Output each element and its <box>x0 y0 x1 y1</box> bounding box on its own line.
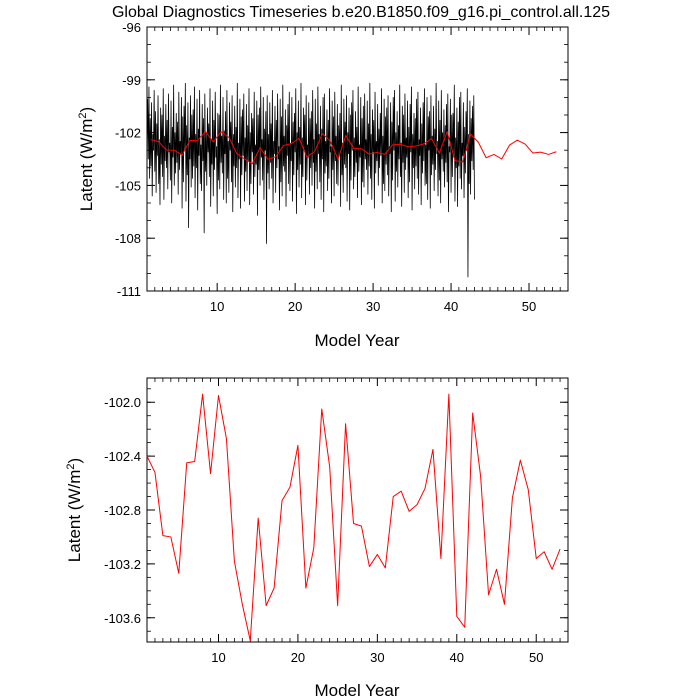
top-y-axis-title: Latent (W/m2) <box>77 107 96 211</box>
bottom-y-axis-title: Latent (W/m2) <box>65 458 84 562</box>
bottom-y-axis-title-base: Latent (W/m <box>65 470 84 563</box>
bottom-series-annual-mean <box>146 393 561 642</box>
top-y-tick-label: -111 <box>117 284 141 299</box>
top-x-tick-label: 50 <box>522 299 536 314</box>
top-x-axis-title: Model Year <box>314 331 399 350</box>
top-panel: 10 20 30 40 50 -96 -99 -102 -105 -108 -111 Model … <box>77 20 569 350</box>
bottom-y-tick-labels: -102.0 -102.4 -102.8 -103.2 -103.6 <box>104 395 141 626</box>
bottom-x-tick-label: 50 <box>529 650 543 665</box>
bottom-panel: 10 20 30 40 50 -102.0 -102.4 -102.8 -103.2 -103.… <box>65 377 569 700</box>
top-x-tick-label: 20 <box>288 299 302 314</box>
bottom-x-axis-title: Model Year <box>314 681 399 700</box>
top-axis-ticks <box>146 26 569 292</box>
bottom-y-tick-label: -102.4 <box>104 449 141 464</box>
bottom-x-tick-label: 30 <box>370 650 384 665</box>
top-x-tick-label: 30 <box>366 299 380 314</box>
bottom-y-tick-label: -103.6 <box>104 611 141 626</box>
bottom-y-axis-title-sup: 2 <box>65 463 77 469</box>
bottom-x-tick-labels: 10 20 30 40 50 <box>211 650 543 665</box>
bottom-axis-ticks <box>146 378 569 642</box>
top-y-axis-title-base: Latent (W/m <box>77 119 96 212</box>
top-series-annual-mean <box>150 131 557 165</box>
top-series-monthly <box>146 82 475 278</box>
chart-title: Global Diagnostics Timeseries b.e20.B185… <box>112 4 610 21</box>
top-x-tick-labels: 10 20 30 40 50 <box>210 299 536 314</box>
top-y-tick-label: -108 <box>115 231 141 246</box>
top-x-tick-label: 10 <box>210 299 224 314</box>
bottom-y-tick-label: -103.2 <box>104 557 141 572</box>
bottom-y-axis-title-close: ) <box>65 458 84 464</box>
bottom-x-tick-label: 20 <box>291 650 305 665</box>
bottom-y-tick-label: -102.0 <box>104 395 141 410</box>
top-y-tick-label: -99 <box>122 73 141 88</box>
top-y-tick-label: -102 <box>115 126 141 141</box>
bottom-y-tick-label: -102.8 <box>104 503 141 518</box>
top-y-tick-label: -105 <box>115 178 141 193</box>
bottom-x-tick-label: 10 <box>211 650 225 665</box>
top-y-axis-title-sup: 2 <box>77 112 89 118</box>
bottom-x-tick-label: 40 <box>450 650 464 665</box>
top-series-group <box>146 82 557 278</box>
bottom-series-group <box>146 393 561 642</box>
top-x-tick-label: 40 <box>444 299 458 314</box>
top-y-tick-label: -96 <box>122 20 141 35</box>
top-y-axis-title-close: ) <box>77 107 96 113</box>
top-y-tick-labels: -96 -99 -102 -105 -108 -111 <box>115 20 141 299</box>
